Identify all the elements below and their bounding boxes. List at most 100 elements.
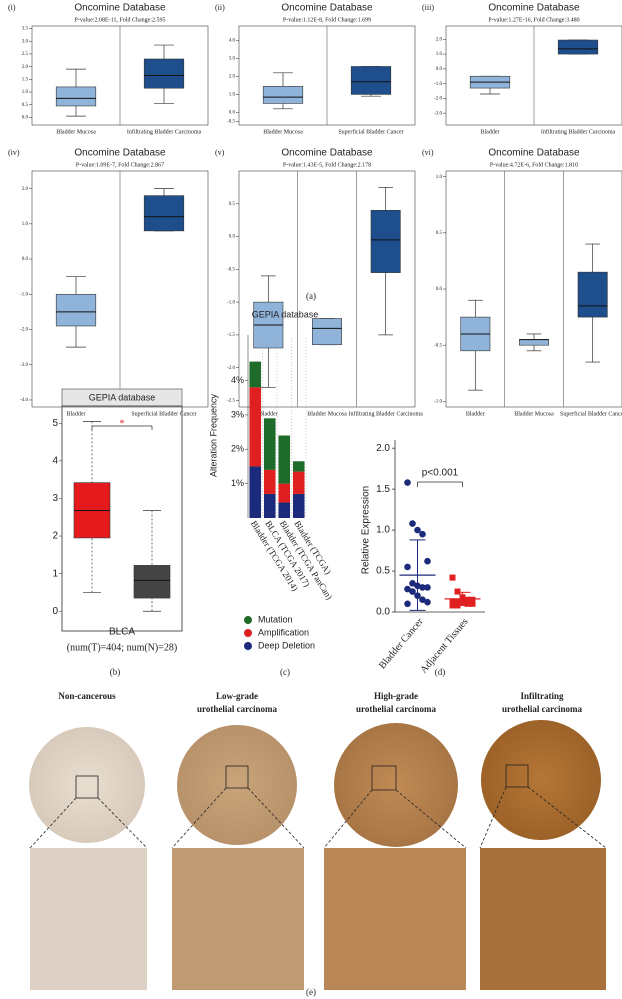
- plot-frame: [61, 405, 183, 632]
- ihc-title: Low-grade urothelial carcinoma: [197, 691, 277, 714]
- bar-segment: [263, 418, 276, 470]
- close-up: [172, 848, 304, 990]
- y-tick-label: 2.5: [22, 52, 29, 57]
- y-tick-label: 0.0: [436, 67, 443, 72]
- y-tick-label: -3.0: [20, 363, 28, 368]
- dot: [404, 479, 411, 486]
- y-tick-label: -0.5: [227, 267, 235, 272]
- dot: [449, 574, 456, 581]
- panel-label: (c): [280, 667, 290, 677]
- y-tick-label: 0.5: [376, 566, 390, 577]
- y-tick-label: 1.0: [22, 90, 29, 95]
- panel-sub-label: (iii): [422, 3, 434, 12]
- annotation: *: [120, 418, 125, 429]
- dot: [449, 598, 456, 605]
- dot: [424, 584, 431, 591]
- y-tick-label: 5: [52, 418, 58, 429]
- bar-segment: [278, 483, 291, 503]
- legend-label: Mutation: [258, 614, 293, 624]
- dot: [404, 563, 411, 571]
- y-tick-label: -1.0: [434, 82, 442, 87]
- box: [312, 318, 342, 346]
- bar-segment: [278, 435, 291, 484]
- tissue-core: [29, 727, 145, 843]
- panel-label: (e): [306, 987, 316, 997]
- dot: [419, 530, 426, 538]
- close-up: [480, 848, 606, 990]
- x-tick-label: Bladder Mucosa: [307, 411, 347, 417]
- bar-segment: [292, 493, 305, 518]
- chart-title: Oncomine Database: [74, 3, 166, 14]
- dot: [404, 600, 411, 608]
- y-tick-label: -4.0: [20, 398, 28, 403]
- dot: [449, 602, 456, 609]
- box: [519, 339, 549, 346]
- bar-segment: [292, 461, 305, 472]
- x-tick-label: Bladder: [466, 411, 485, 417]
- dot: [409, 588, 416, 595]
- y-tick-label: 3.0: [22, 39, 29, 44]
- y-tick-label: 3: [52, 493, 58, 504]
- legend-label: Deep Deletion: [258, 640, 315, 650]
- dot: [414, 526, 421, 534]
- y-tick-label: 0.5: [22, 103, 29, 108]
- y-tick-label: 4: [52, 456, 58, 467]
- bar-segment: [263, 493, 276, 518]
- y-tick-label: -2.0: [434, 97, 442, 102]
- chart-subtitle: P-value:1.09E-7, Fold Change:2.867: [76, 162, 164, 168]
- close-up: [30, 848, 147, 990]
- y-tick-label: -0.5: [434, 343, 442, 348]
- y-tick-label: -1.0: [227, 300, 235, 305]
- y-tick-label: 2%: [231, 444, 244, 454]
- x-tick-label: Infiltrating Bladder Carcinoma: [349, 410, 424, 417]
- panel-label: (a): [306, 291, 316, 301]
- chart-subtitle: P-value:1.12E-8, Fold Change:1.699: [283, 17, 371, 23]
- y-tick-label: 2.0: [22, 65, 29, 70]
- y-tick-label: 1.0: [229, 93, 236, 98]
- chart-subtitle: P-value:1.43E-5, Fold Change:2.178: [283, 162, 371, 168]
- x-tick-label: Superficial Bladder Cancer: [131, 410, 196, 417]
- y-tick-label: 2.0: [376, 443, 390, 454]
- y-tick-label: -1.0: [434, 400, 442, 405]
- panel-sub-label: (i): [8, 3, 16, 12]
- y-tick-label: 1.5: [22, 77, 29, 82]
- y-tick-label: 1.0: [436, 175, 443, 180]
- y-tick-label: 0.0: [22, 257, 29, 262]
- ihc-title: High-grade urothelial carcinoma: [356, 691, 436, 714]
- significance-bracket: [417, 481, 463, 487]
- chart-title: Oncomine Database: [488, 3, 580, 14]
- bar-segment: [263, 469, 276, 494]
- box: [143, 58, 185, 89]
- dot: [464, 600, 471, 607]
- bar-segment: [249, 387, 262, 467]
- y-tick-label: 2.0: [436, 37, 443, 42]
- tissue-core: [481, 720, 601, 840]
- panel-sub-label: (vi): [422, 148, 434, 157]
- y-tick-label: 0.0: [229, 235, 236, 240]
- tissue-core: [177, 725, 297, 845]
- y-tick-label: 1.0: [376, 525, 390, 536]
- box: [350, 66, 392, 95]
- box: [133, 565, 171, 599]
- dot: [469, 600, 476, 607]
- legend-swatch: [244, 629, 252, 637]
- y-tick-label: 4.0: [229, 39, 236, 44]
- y-tick-label: 1%: [231, 478, 244, 488]
- panel-label: (d): [435, 667, 446, 677]
- x-tick-label: Infiltrating Bladder Carcinoma: [127, 128, 202, 135]
- x-tick-label: Bladder Mucosa: [56, 129, 96, 135]
- y-tick-label: 0.0: [436, 287, 443, 292]
- dot: [454, 599, 461, 606]
- chart-subtitle: P-value:2.08E-11, Fold Change:2.595: [75, 17, 166, 23]
- panel-sub-label: (v): [215, 148, 225, 157]
- ihc-images: [29, 720, 607, 990]
- dot: [424, 598, 431, 606]
- y-label: Alteration Frequency: [208, 393, 218, 477]
- y-tick-label: 1.0: [436, 52, 443, 57]
- y-tick-label: 3.0: [229, 57, 236, 62]
- y-tick-label: 3%: [231, 409, 244, 419]
- y-tick-label: 1: [52, 568, 58, 579]
- y-tick-label: 0.5: [229, 202, 236, 207]
- x-tick-label: Bladder: [481, 129, 500, 135]
